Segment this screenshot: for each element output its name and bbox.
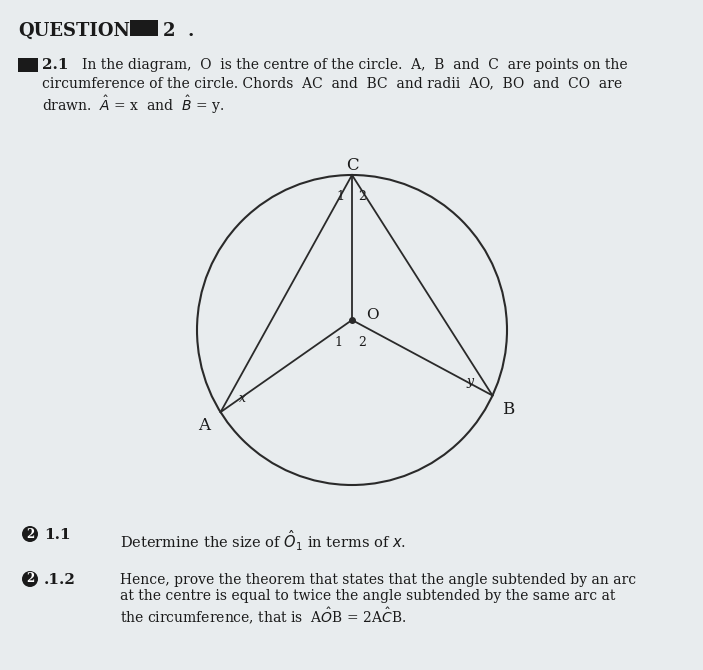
Text: 1: 1 bbox=[334, 336, 342, 348]
Text: 1.1: 1.1 bbox=[44, 528, 70, 542]
Text: B: B bbox=[503, 401, 515, 417]
Text: 2  .: 2 . bbox=[163, 22, 194, 40]
Circle shape bbox=[22, 526, 38, 542]
Text: the circumference, that is  A$\hat{O}$B = 2A$\hat{C}$B.: the circumference, that is A$\hat{O}$B =… bbox=[120, 605, 406, 626]
Text: 2: 2 bbox=[26, 527, 34, 541]
Text: A: A bbox=[198, 417, 211, 434]
Text: circumference of the circle. Chords  AC  and  BC  and radii  AO,  BO  and  CO  a: circumference of the circle. Chords AC a… bbox=[42, 76, 622, 90]
Text: y: y bbox=[467, 375, 474, 388]
Text: 2: 2 bbox=[358, 336, 366, 348]
Bar bbox=[130, 20, 158, 36]
Text: Hence, prove the theorem that states that the angle subtended by an arc: Hence, prove the theorem that states tha… bbox=[120, 573, 636, 587]
Text: C: C bbox=[346, 157, 359, 174]
Text: drawn.  $\hat{A}$ = x  and  $\hat{B}$ = y.: drawn. $\hat{A}$ = x and $\hat{B}$ = y. bbox=[42, 94, 224, 116]
Text: x: x bbox=[239, 392, 246, 405]
Text: 2: 2 bbox=[26, 572, 34, 586]
Text: Determine the size of $\hat{O}_1$ in terms of $x$.: Determine the size of $\hat{O}_1$ in ter… bbox=[120, 528, 406, 553]
Circle shape bbox=[22, 571, 38, 587]
Text: at the centre is equal to twice the angle subtended by the same arc at: at the centre is equal to twice the angl… bbox=[120, 589, 615, 603]
Text: QUESTION: QUESTION bbox=[18, 22, 130, 40]
Text: .1.2: .1.2 bbox=[44, 573, 76, 587]
Text: In the diagram,  O  is the centre of the circle.  A,  B  and  C  are points on t: In the diagram, O is the centre of the c… bbox=[82, 58, 628, 72]
Bar bbox=[18, 58, 38, 72]
Text: 1: 1 bbox=[336, 190, 344, 204]
Text: 2.1: 2.1 bbox=[42, 58, 68, 72]
Text: O: O bbox=[366, 308, 379, 322]
Text: 2: 2 bbox=[358, 190, 366, 204]
